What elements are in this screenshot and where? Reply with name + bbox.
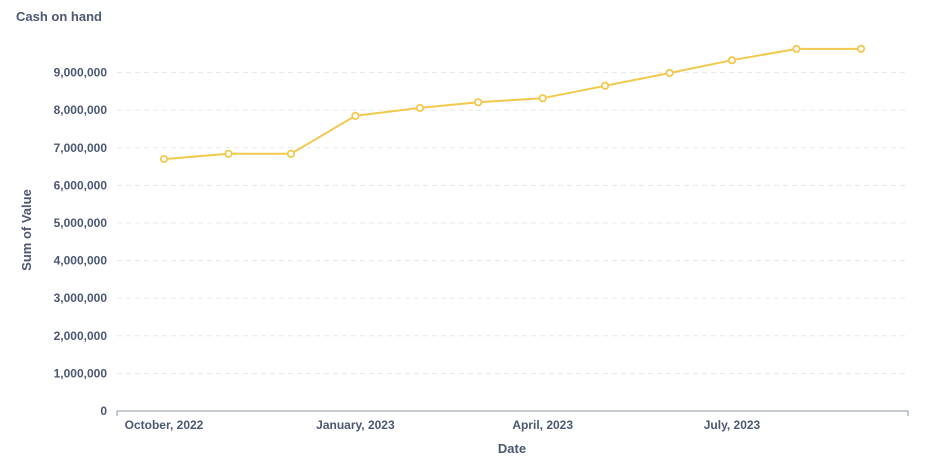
x-tick-label: July, 2023 (704, 418, 761, 432)
data-point[interactable] (856, 44, 866, 54)
y-tick-label: 6,000,000 (54, 178, 108, 192)
data-point[interactable] (159, 154, 169, 164)
y-tick-label: 0 (100, 404, 107, 418)
data-point[interactable] (474, 98, 483, 107)
chart-title: Cash on hand (16, 9, 102, 24)
y-tick-label: 5,000,000 (54, 216, 108, 230)
x-axis: October, 2022 January, 2023 April, 2023 Jul… (116, 410, 909, 432)
series-layer (159, 44, 866, 164)
data-point[interactable] (351, 111, 360, 120)
y-tick-label: 3,000,000 (54, 291, 108, 305)
y-tick-label: 9,000,000 (54, 66, 108, 80)
data-point[interactable] (415, 103, 425, 113)
y-axis-title: Sum of Value (19, 189, 34, 271)
y-tick-label: 4,000,000 (54, 254, 108, 268)
x-tick-label: April, 2023 (512, 418, 573, 432)
data-point[interactable] (600, 81, 610, 90)
y-tick-label: 2,000,000 (54, 329, 108, 343)
x-axis-title: Date (498, 441, 526, 456)
x-tick-label: October, 2022 (125, 418, 204, 432)
data-point[interactable] (224, 149, 233, 158)
y-tick-label: 7,000,000 (54, 141, 108, 155)
data-point[interactable] (665, 68, 674, 78)
x-tick-label: January, 2023 (316, 418, 395, 432)
data-point[interactable] (727, 56, 737, 65)
y-tick-label: 8,000,000 (54, 103, 108, 117)
y-axis-ticks: 0 1,000,000 2,000,000 3,000,000 4,000,000 5,0… (54, 66, 108, 418)
data-point[interactable] (792, 44, 801, 54)
data-point[interactable] (538, 94, 547, 103)
gridlines (117, 72, 908, 374)
series-line (163, 47, 862, 161)
data-point[interactable] (286, 149, 296, 158)
y-tick-label: 1,000,000 (54, 366, 108, 380)
